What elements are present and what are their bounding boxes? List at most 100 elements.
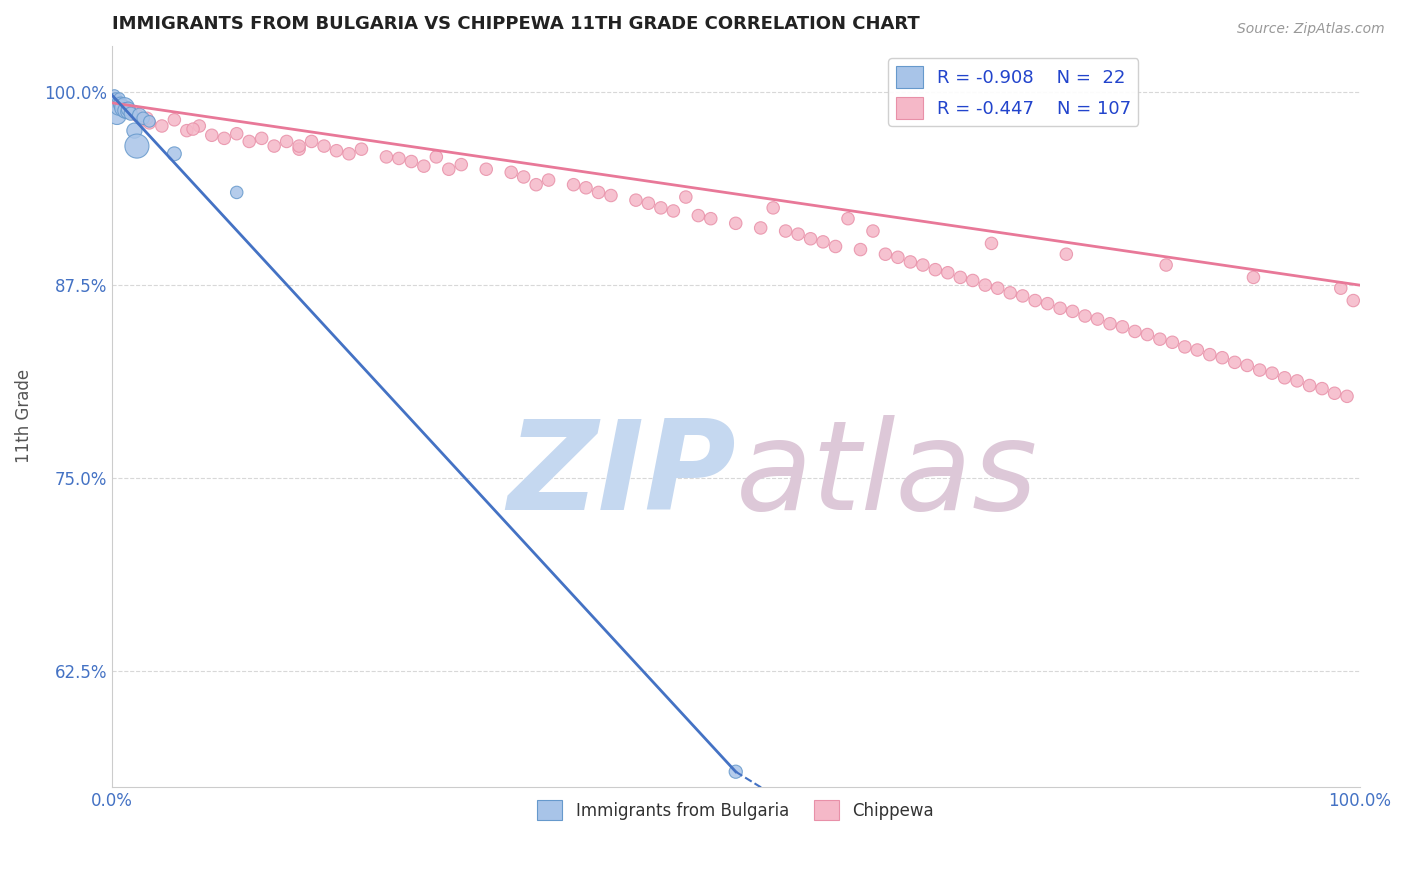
- Point: [135, 112, 157, 126]
- Point: [138, 116, 160, 130]
- Point: [936, 266, 959, 280]
- Point: [110, 97, 132, 112]
- Point: [475, 162, 498, 177]
- Point: [775, 224, 797, 238]
- Point: [849, 243, 872, 257]
- Point: [1298, 378, 1320, 392]
- Point: [201, 128, 224, 143]
- Point: [412, 159, 434, 173]
- Point: [1261, 366, 1284, 380]
- Point: [312, 139, 335, 153]
- Point: [250, 131, 273, 145]
- Point: [662, 204, 685, 219]
- Point: [450, 158, 472, 172]
- Point: [1341, 293, 1364, 308]
- Point: [288, 142, 311, 156]
- Point: [238, 135, 260, 149]
- Point: [537, 173, 560, 187]
- Point: [749, 221, 772, 235]
- Point: [111, 99, 134, 113]
- Point: [225, 186, 247, 200]
- Point: [1286, 374, 1309, 388]
- Point: [1011, 289, 1033, 303]
- Point: [132, 112, 155, 127]
- Point: [501, 165, 523, 179]
- Point: [1036, 296, 1059, 310]
- Text: IMMIGRANTS FROM BULGARIA VS CHIPPEWA 11TH GRADE CORRELATION CHART: IMMIGRANTS FROM BULGARIA VS CHIPPEWA 11T…: [112, 15, 920, 33]
- Point: [588, 186, 610, 200]
- Point: [512, 169, 534, 184]
- Point: [887, 250, 910, 264]
- Point: [1024, 293, 1046, 308]
- Point: [1336, 389, 1358, 403]
- Point: [263, 139, 285, 153]
- Point: [388, 152, 411, 166]
- Point: [103, 88, 125, 103]
- Point: [188, 119, 211, 133]
- Point: [276, 135, 298, 149]
- Point: [980, 236, 1002, 251]
- Point: [1274, 371, 1296, 385]
- Point: [675, 190, 697, 204]
- Point: [724, 764, 747, 779]
- Point: [1249, 363, 1271, 377]
- Point: [998, 285, 1021, 300]
- Point: [1098, 317, 1121, 331]
- Point: [987, 281, 1010, 295]
- Point: [837, 211, 859, 226]
- Point: [150, 119, 173, 133]
- Point: [688, 209, 710, 223]
- Point: [288, 139, 311, 153]
- Point: [107, 95, 129, 110]
- Point: [437, 162, 460, 177]
- Point: [1111, 319, 1133, 334]
- Point: [1054, 247, 1077, 261]
- Point: [163, 112, 186, 127]
- Point: [401, 154, 423, 169]
- Point: [1236, 359, 1258, 373]
- Point: [1161, 335, 1184, 350]
- Point: [800, 232, 823, 246]
- Y-axis label: 11th Grade: 11th Grade: [15, 369, 32, 464]
- Point: [624, 193, 647, 207]
- Point: [111, 100, 134, 114]
- Point: [114, 103, 136, 118]
- Point: [325, 144, 347, 158]
- Point: [425, 150, 447, 164]
- Point: [125, 139, 148, 153]
- Point: [138, 114, 160, 128]
- Point: [924, 262, 946, 277]
- Point: [350, 142, 373, 156]
- Point: [787, 227, 810, 241]
- Point: [862, 224, 884, 238]
- Point: [1149, 332, 1171, 346]
- Text: Source: ZipAtlas.com: Source: ZipAtlas.com: [1237, 22, 1385, 37]
- Point: [163, 146, 186, 161]
- Point: [637, 196, 659, 211]
- Point: [107, 100, 129, 114]
- Point: [811, 235, 834, 249]
- Point: [875, 247, 897, 261]
- Point: [1154, 258, 1177, 272]
- Point: [337, 146, 360, 161]
- Point: [301, 135, 323, 149]
- Point: [562, 178, 585, 192]
- Point: [120, 105, 142, 120]
- Point: [225, 127, 247, 141]
- Point: [124, 123, 146, 137]
- Point: [962, 273, 984, 287]
- Point: [120, 106, 142, 120]
- Point: [650, 201, 672, 215]
- Point: [1049, 301, 1071, 316]
- Point: [107, 95, 129, 110]
- Point: [1074, 309, 1097, 323]
- Point: [108, 91, 131, 105]
- Point: [1187, 343, 1209, 357]
- Point: [112, 102, 135, 116]
- Point: [114, 103, 136, 118]
- Point: [114, 100, 136, 114]
- Point: [900, 255, 922, 269]
- Point: [375, 150, 398, 164]
- Point: [115, 100, 138, 114]
- Point: [600, 188, 623, 202]
